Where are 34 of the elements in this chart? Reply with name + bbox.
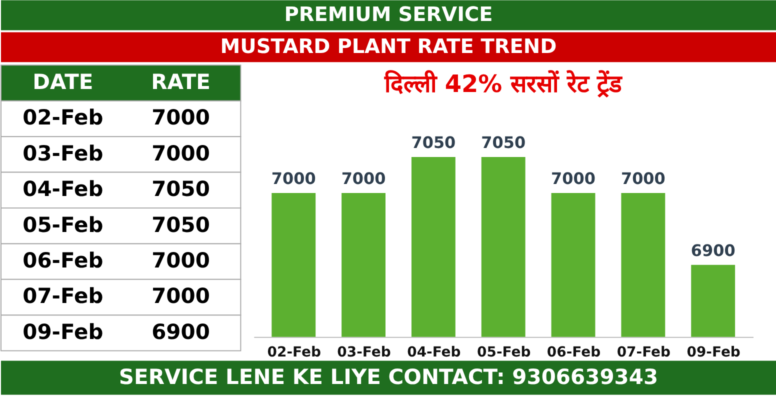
data-label: 7000 (152, 141, 210, 166)
data-label: 7050 (152, 212, 210, 237)
data-label: 7050 (411, 133, 456, 152)
data-label: 7000 (271, 169, 316, 188)
x-tick-label: 07-Feb (616, 344, 671, 360)
data-label: 7000 (152, 284, 210, 308)
category-label: 05-Feb (22, 212, 104, 237)
category-label: 09-Feb (22, 320, 104, 344)
text: DATE (32, 70, 94, 94)
data-label: 7000 (152, 106, 210, 130)
category-label: 07-Feb (22, 284, 104, 308)
x-tick-label: 05-Feb (477, 344, 531, 360)
category-label: 03-Feb (22, 141, 104, 166)
chart-title: दिल्ली 42% सरसों रेट ट्रेंड (384, 70, 624, 98)
category-label: 04-Feb (22, 177, 104, 202)
x-tick-label: 06-Feb (546, 344, 601, 360)
category-label: 02-Feb (22, 106, 104, 130)
category-label: 06-Feb (22, 248, 104, 273)
text: RATE (151, 70, 210, 94)
data-label: 7000 (551, 169, 596, 188)
x-tick-label: 09-Feb (686, 344, 740, 360)
x-tick-label: 02-Feb (267, 344, 321, 360)
data-label: 7050 (481, 133, 526, 152)
text: PREMIUM SERVICE (284, 2, 493, 26)
x-tick-label: 04-Feb (407, 344, 461, 360)
data-label: 6900 (690, 240, 736, 260)
data-label: 7050 (152, 177, 210, 202)
text: MUSTARD PLANT RATE TREND (220, 34, 557, 58)
data-label: 7000 (620, 169, 666, 188)
data-label: 7000 (152, 248, 210, 273)
data-label: 6900 (152, 320, 210, 344)
text: SERVICE LENE KE LIYE CONTACT: 9306639343 (118, 364, 658, 389)
data-label: 7000 (341, 169, 386, 188)
x-tick-label: 03-Feb (337, 344, 391, 360)
